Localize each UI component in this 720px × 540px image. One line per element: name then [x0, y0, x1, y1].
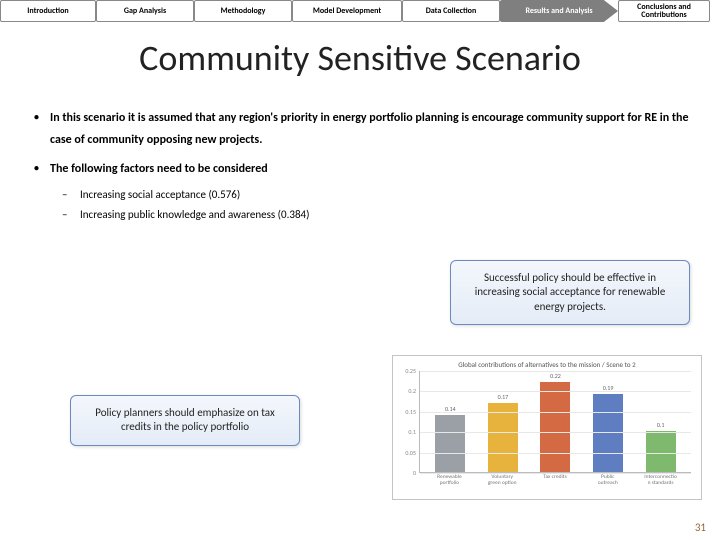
breadcrumb-nav: IntroductionGap AnalysisMethodologyModel…: [0, 0, 720, 22]
chart-bars: 0.14 0.17 0.22 0.19 0.1: [420, 371, 691, 472]
chart-bar-value: 0.17: [488, 393, 518, 401]
chart-plot-area: 0.140.170.220.190.1 00.050.10.150.20.25: [419, 371, 691, 473]
nav-item-introduction[interactable]: Introduction: [0, 0, 96, 22]
bullet-item: In this scenario it is assumed that any …: [28, 108, 692, 151]
chart-gridline: [420, 432, 691, 433]
chart-bar: 0.14: [435, 415, 465, 472]
chart-x-tick: Public outreach: [591, 475, 625, 487]
sub-bullet-list: Increasing social acceptance (0.576) Inc…: [50, 185, 692, 225]
chart-x-tick: Interconnection standards: [644, 475, 678, 487]
chart-bar-value: 0.22: [540, 372, 570, 380]
nav-item-model-development[interactable]: Model Development: [292, 0, 402, 22]
chart-x-labels: Renewable portfolio Voluntary green optio…: [419, 473, 691, 487]
chart-x-tick: Renewable portfolio: [432, 475, 466, 487]
content-area: In this scenario it is assumed that any …: [0, 80, 720, 224]
chart-gridline: [420, 473, 691, 474]
sub-bullet-item: Increasing social acceptance (0.576): [50, 185, 692, 205]
chart-y-tick: 0.05: [400, 449, 416, 457]
chart-y-tick: 0.2: [400, 387, 416, 395]
sub-bullet-item: Increasing public knowledge and awarenes…: [50, 205, 692, 225]
chart-bar: 0.19: [593, 394, 623, 472]
chart-x-tick: Tax credits: [538, 475, 572, 487]
chart-bar: 0.17: [488, 403, 518, 472]
chart-y-tick: 0.15: [400, 408, 416, 416]
nav-item-gap-analysis[interactable]: Gap Analysis: [96, 0, 194, 22]
nav-item-results-and-analysis[interactable]: Results and Analysis: [500, 0, 618, 22]
chart-y-tick: 0: [400, 469, 416, 477]
callout-policy-emphasis: Policy planners should emphasize on tax …: [70, 395, 300, 446]
chart-gridline: [420, 453, 691, 454]
nav-item-data-collection[interactable]: Data Collection: [402, 0, 500, 22]
chart-gridline: [420, 391, 691, 392]
contributions-chart: Global contributions of alternatives to …: [392, 355, 702, 500]
nav-item-methodology[interactable]: Methodology: [194, 0, 292, 22]
chart-title: Global contributions of alternatives to …: [399, 360, 695, 369]
bullet-list: In this scenario it is assumed that any …: [28, 108, 692, 224]
chart-x-tick: Voluntary green option: [485, 475, 519, 487]
callout-policy-effectiveness: Successful policy should be effective in…: [450, 260, 690, 325]
chart-gridline: [420, 371, 691, 372]
chart-bar: 0.1: [646, 431, 676, 472]
page-number: 31: [695, 521, 706, 534]
chart-gridline: [420, 412, 691, 413]
nav-item-conclusions-and-contributions[interactable]: Conclusions and Contributions: [618, 0, 710, 22]
chart-bar-value: 0.1: [646, 421, 676, 429]
bullet-item: The following factors need to be conside…: [28, 159, 692, 224]
bullet-text: The following factors need to be conside…: [50, 162, 268, 176]
chart-y-tick: 0.1: [400, 428, 416, 436]
chart-bar: 0.22: [540, 382, 570, 472]
page-title: Community Sensitive Scenario: [0, 36, 720, 80]
chart-y-tick: 0.25: [400, 367, 416, 375]
